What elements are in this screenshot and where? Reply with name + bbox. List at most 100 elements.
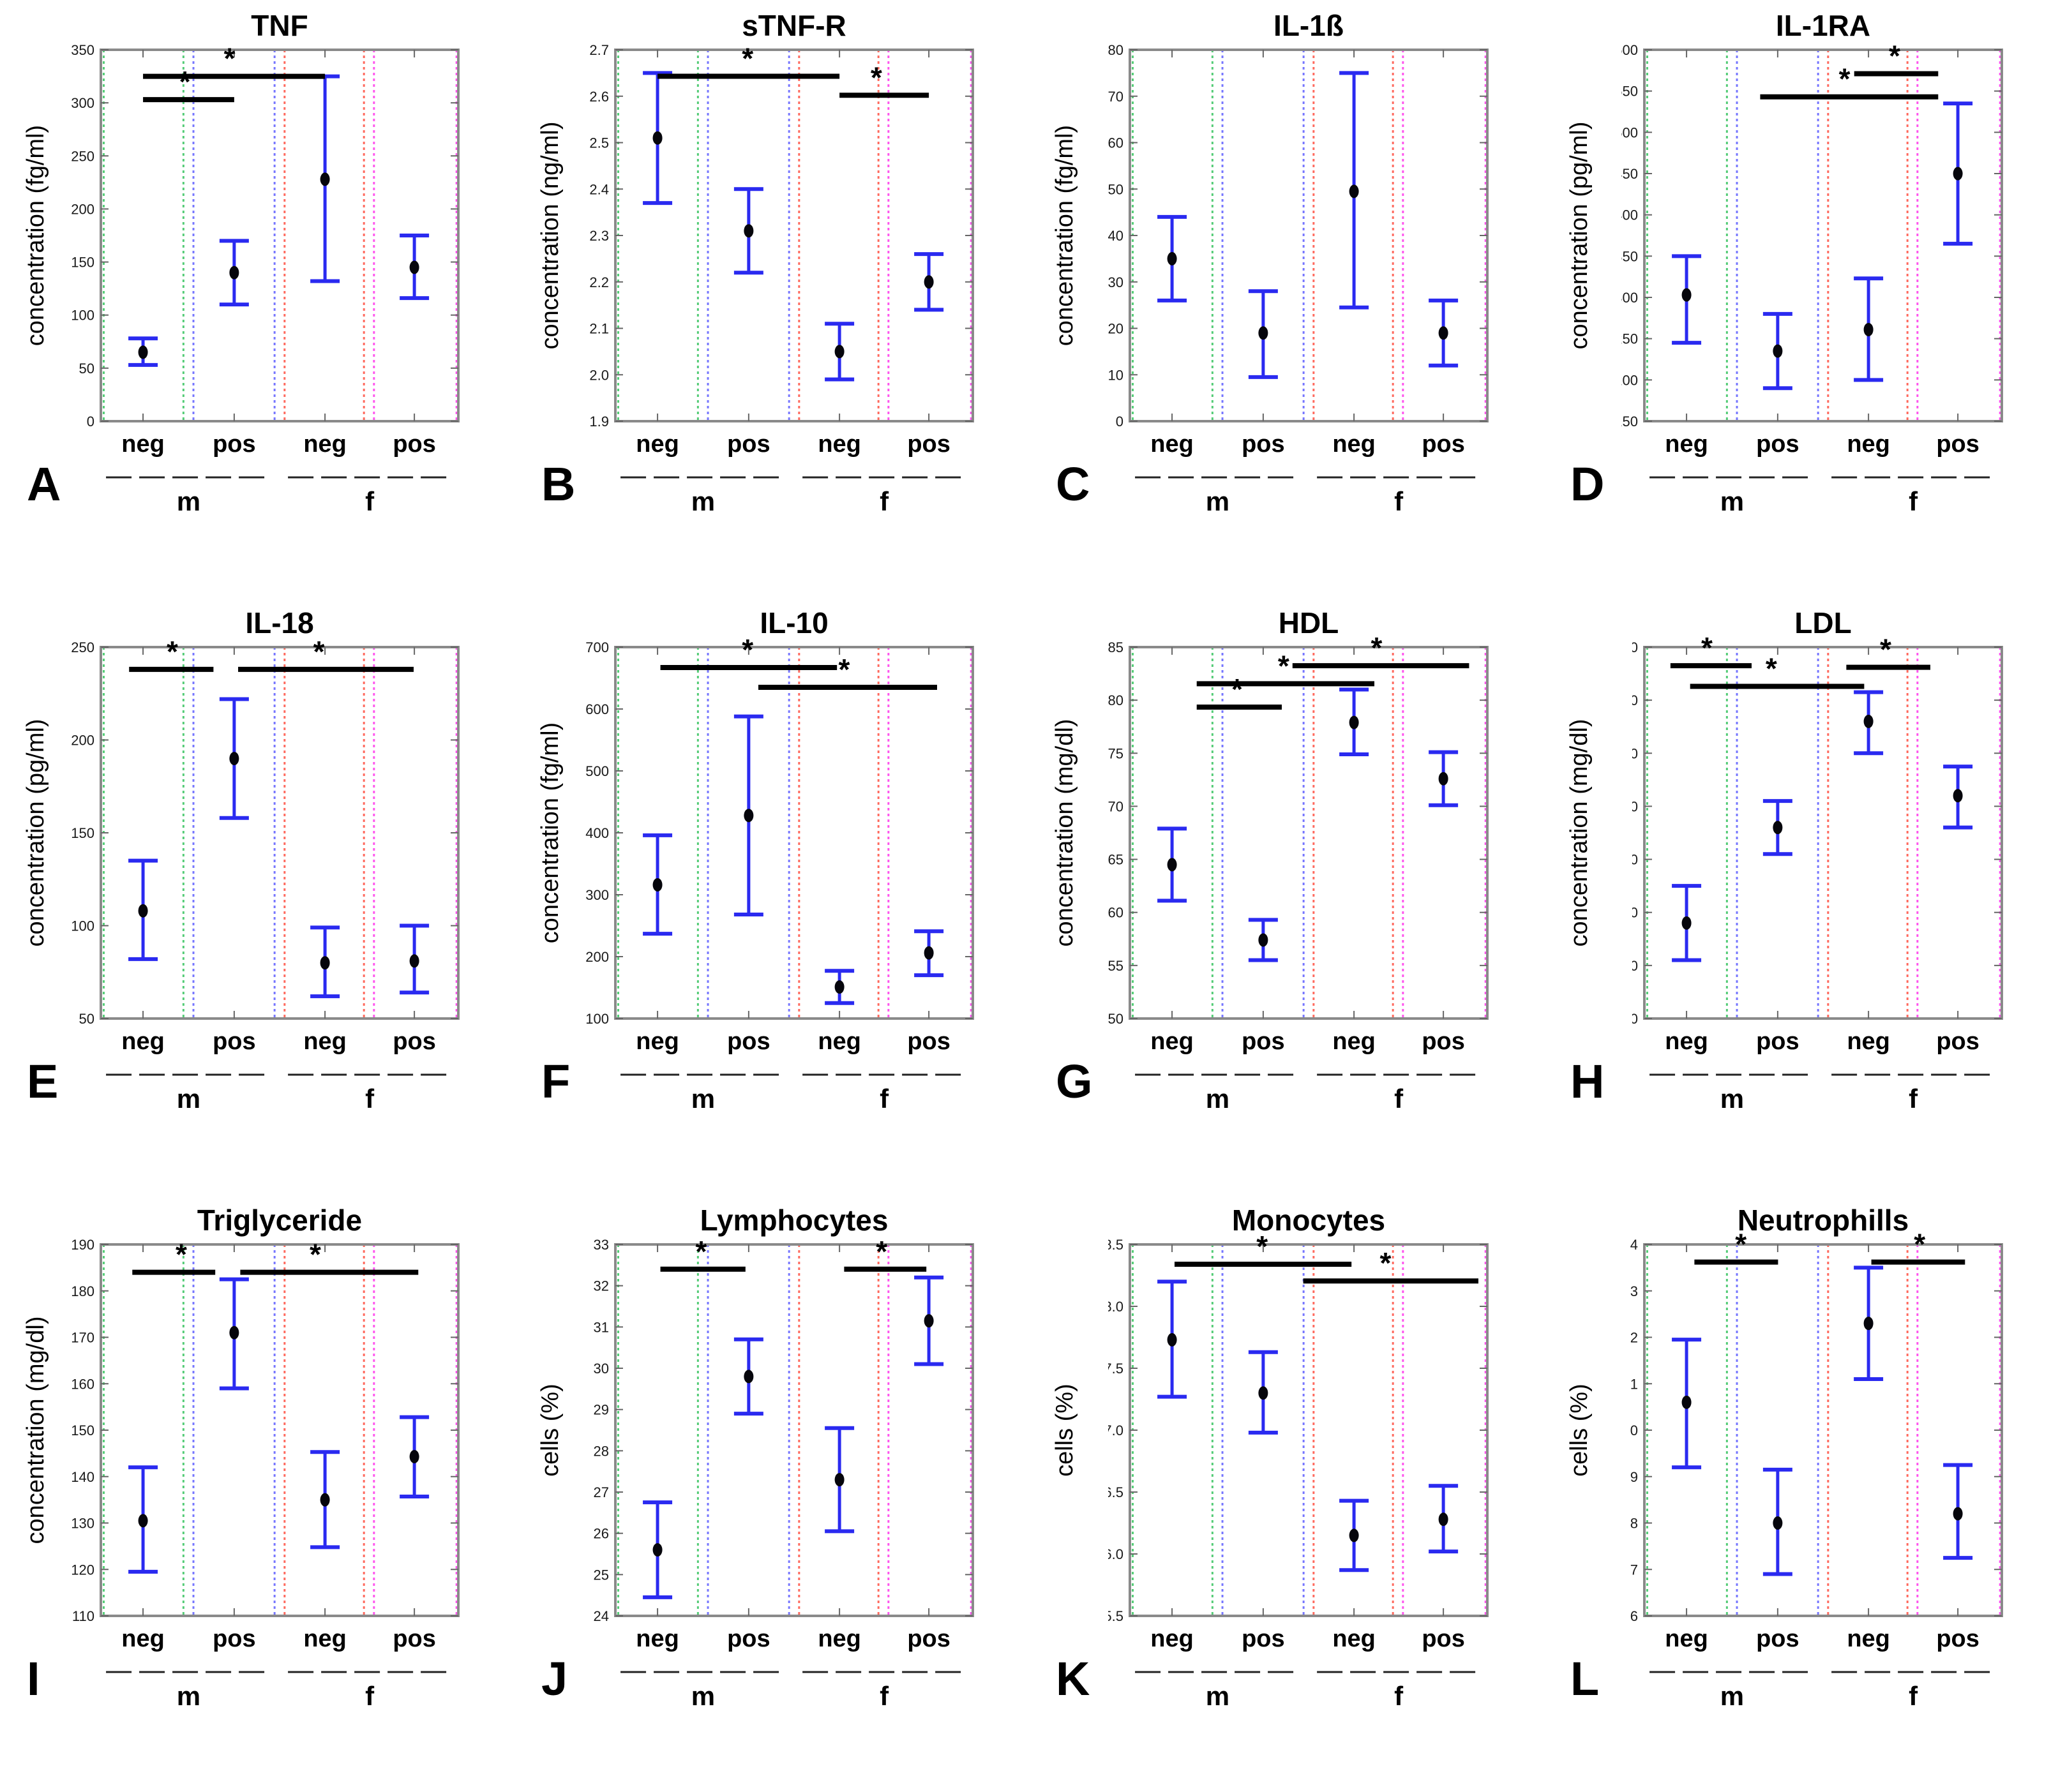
significance-star: * [1701,631,1713,664]
y-tick-label: 2.7 [589,42,609,58]
y-axis-label: concentration (ng/ml) [537,122,564,350]
panel-H: 160 150 140 130 120 110 100 90 * * * LDL concentrati… [1543,597,2058,1195]
group-label: m [691,1084,715,1114]
y-axis-label: concentration (fg/ml) [1051,125,1078,346]
x-tick-label: pos [907,1028,950,1055]
y-tick-label: 0 [1116,414,1123,429]
x-tick-label: pos [907,1625,950,1652]
data-point-marker [834,1473,845,1487]
panel-title: IL-1ß [1273,9,1344,42]
group-label: m [691,1681,715,1711]
group-label: m [691,486,715,516]
subplot-L: 64 63 62 61 60 59 58 57 56 * *Neutrophills cells (%… [1566,1204,2003,1711]
error-bar [1248,1350,1278,1435]
y-tick-label: 63 [1623,1283,1638,1299]
y-tick-label: 60 [1108,135,1123,151]
y-tick-label: 550 [1614,84,1638,100]
group-label: f [880,486,889,516]
group-label: m [1206,1681,1229,1711]
error-bar [1943,765,1973,830]
data-point-marker [1438,1512,1448,1527]
y-tick-label: 200 [585,949,609,965]
group-label: f [365,486,375,516]
y-tick-label: 24 [594,1608,609,1624]
panel-letter: E [27,1055,58,1108]
significance-star: * [167,635,178,668]
subplot-A: 350 300 250 200 150 100 50 0 * * TNF concentration … [22,9,460,516]
panel-title: TNF [251,9,308,42]
y-tick-label: 40 [1108,228,1123,244]
subplot-F: 700600500400300200100**IL-10concentratio… [537,606,974,1114]
error-bar [1157,214,1187,302]
data-point-marker [409,260,419,274]
y-tick-label: 2.0 [589,367,609,383]
plot-border [1643,1243,2003,1617]
y-tick-label: 85 [1108,639,1123,655]
y-tick-label: 300 [1614,290,1638,306]
panel-letter: H [1570,1055,1604,1108]
panel-A: 350 300 250 200 150 100 50 0 * * TNF concentration … [0,0,514,597]
data-point-marker [834,345,845,359]
y-tick-label: 90 [1623,1011,1638,1027]
error-bar [733,1337,763,1416]
panel-B: 2.7 2.6 2.5 2.4 2.3 2.2 2.1 2.0 1.9 * * sTNF-R conce… [514,0,1029,597]
significance-star: * [179,65,191,98]
y-axis-label: concentration (mg/dl) [1566,719,1593,947]
y-tick-label: 70 [1108,798,1123,814]
error-bar [219,1277,249,1391]
y-tick-label: 250 [1614,331,1638,347]
y-tick-label: 80 [1108,692,1123,708]
x-tick-label: pos [393,431,436,458]
panel-letter: A [27,458,61,511]
data-point-marker [138,1514,148,1528]
error-bar [310,1450,340,1549]
y-tick-label: 350 [1614,248,1638,264]
y-tick-label: 6.0 [1104,1546,1123,1562]
data-point-marker [744,1370,754,1384]
x-tick-label: pos [213,1625,256,1652]
panel-F: 700 600 500 400 300 200 100 * * IL-10 concentratio… [514,597,1029,1195]
error-bar [1762,1467,1792,1576]
error-bar [914,929,944,978]
y-tick-label: 0 [87,414,94,429]
data-point-marker [1258,326,1268,340]
panel-D: 600 550 500 450 400 350 300 250 200 150 * * IL-1RA co… [1543,0,2058,597]
x-tick-label: neg [636,1625,679,1652]
group-label: m [177,486,200,516]
data-point-marker [409,1449,419,1463]
x-tick-label: pos [1936,1625,1979,1652]
group-label: m [1206,1084,1229,1114]
data-point-marker [409,954,419,968]
significance-star: * [871,61,882,94]
y-tick-label: 28 [594,1443,609,1459]
significance-star: * [838,653,850,686]
x-tick-label: pos [1422,1625,1465,1652]
x-tick-label: neg [1847,431,1890,458]
data-point-marker [1167,1333,1177,1347]
plot-border [1129,1243,1489,1617]
y-axis-label: concentration (pg/ml) [22,719,49,947]
y-tick-label: 200 [71,733,94,749]
group-label: f [1909,1681,1918,1711]
y-tick-label: 300 [585,887,609,903]
plot-border [100,646,460,1020]
data-point-marker [1258,933,1268,947]
error-bar [643,833,673,936]
subplot-G: 85 80 75 70 65 60 55 50 * * * HDL concentration (mg/… [1051,606,1489,1114]
data-point-marker [320,956,330,970]
error-bar [219,239,249,307]
plot-border [100,49,460,422]
group-label: f [880,1681,889,1711]
x-tick-label: pos [393,1625,436,1652]
y-tick-label: 400 [585,825,609,841]
panel-title: HDL [1279,606,1339,639]
y-tick-label: 150 [71,825,94,841]
panel-letter: L [1570,1652,1599,1705]
error-bar [1762,311,1792,391]
y-tick-label: 33 [594,1237,609,1253]
error-bar [1672,254,1702,345]
plot-border [614,646,974,1020]
x-tick-label: pos [1422,1028,1465,1055]
panel-title: IL-1RA [1776,9,1870,42]
